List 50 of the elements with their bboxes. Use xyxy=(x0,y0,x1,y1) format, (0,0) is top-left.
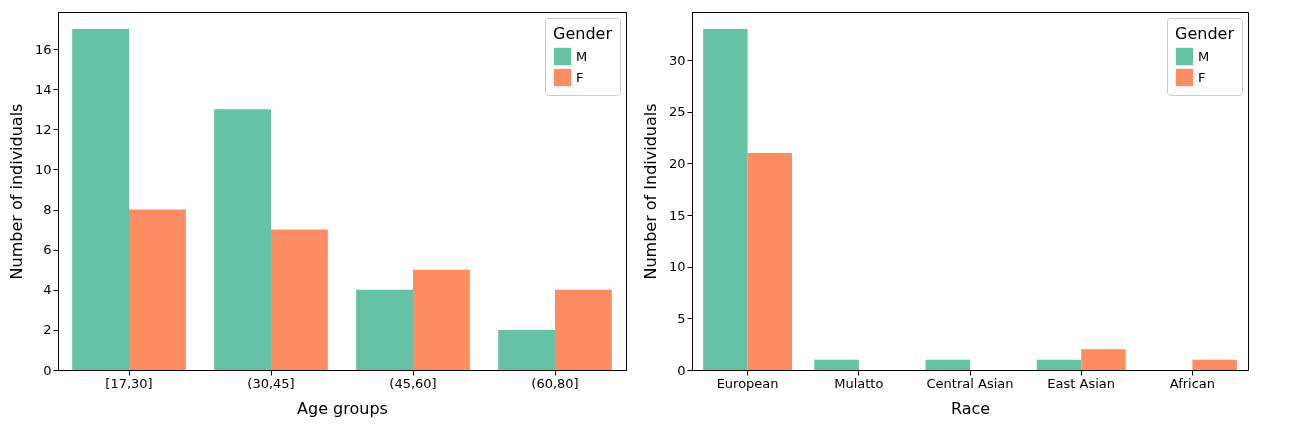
x-tick-label: [17,30] xyxy=(105,375,153,391)
x-axis-title: Race xyxy=(950,398,991,418)
y-tick-label: 5 xyxy=(677,310,686,326)
bar xyxy=(925,359,970,370)
bar xyxy=(703,29,748,370)
bar xyxy=(555,289,612,370)
y-tick-label: 25 xyxy=(668,104,686,120)
y-axis-title: Number of Individuals xyxy=(640,103,660,280)
x-tick-label: East Asian xyxy=(1047,375,1116,391)
bar xyxy=(814,359,859,370)
bar xyxy=(72,29,129,370)
x-tick-label: Central Asian xyxy=(926,375,1014,391)
y-tick-label: 6 xyxy=(43,242,52,258)
y-tick-label: 30 xyxy=(668,52,686,68)
bar xyxy=(1036,359,1082,370)
bar xyxy=(129,209,186,370)
x-tick-label: African xyxy=(1169,375,1216,391)
y-tick-label: 16 xyxy=(34,41,52,57)
y-tick-label: 0 xyxy=(43,362,52,378)
y-tick-label: 0 xyxy=(677,362,686,378)
legend-title: Gender xyxy=(553,24,613,43)
bar xyxy=(356,289,413,370)
bar xyxy=(214,109,271,370)
y-tick-label: 8 xyxy=(43,202,52,218)
y-tick-label: 15 xyxy=(668,207,686,223)
y-axis-title: Number of individuals xyxy=(6,103,26,280)
legend-label: F xyxy=(576,69,584,85)
bar xyxy=(1081,349,1126,370)
x-tick-label: (30,45] xyxy=(247,375,295,391)
bar xyxy=(1192,359,1237,370)
x-tick-label: European xyxy=(716,375,779,391)
x-tick-label: (45,60] xyxy=(389,375,437,391)
y-tick-label: 4 xyxy=(43,282,52,298)
x-tick-label: (60,80] xyxy=(531,375,579,391)
bar xyxy=(747,153,793,370)
legend-label: M xyxy=(576,48,588,64)
bar xyxy=(498,329,555,370)
bar xyxy=(271,229,328,370)
y-tick-label: 2 xyxy=(43,322,52,338)
y-tick-label: 10 xyxy=(668,259,686,275)
x-tick-label: Mulatto xyxy=(834,375,884,391)
legend-title: Gender xyxy=(1175,24,1235,43)
y-tick-label: 10 xyxy=(34,161,52,177)
legend-label: F xyxy=(1198,69,1206,85)
y-tick-label: 20 xyxy=(668,155,686,171)
y-tick-label: 12 xyxy=(34,121,52,137)
bar xyxy=(413,269,470,370)
x-axis-title: Age groups xyxy=(297,398,388,418)
legend-label: M xyxy=(1198,48,1210,64)
y-tick-label: 14 xyxy=(34,81,52,97)
